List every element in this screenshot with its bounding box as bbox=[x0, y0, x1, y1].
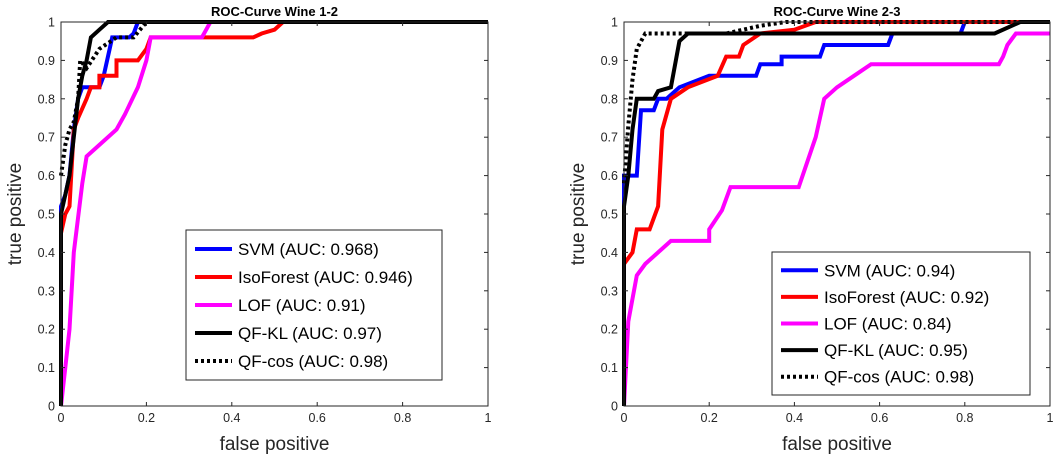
x-tick-label: 0.6 bbox=[309, 411, 326, 425]
series-line-lof bbox=[59, 20, 488, 407]
series-group bbox=[622, 20, 1050, 407]
y-tick-label: 1 bbox=[48, 16, 55, 30]
x-tick-label: 1 bbox=[485, 411, 492, 425]
legend-entry: QF-cos (AUC: 0.98) bbox=[824, 368, 974, 387]
y-axis-label: true positive bbox=[5, 163, 26, 265]
y-tick-label: 0.4 bbox=[601, 246, 618, 260]
y-tick-label: 0.9 bbox=[601, 54, 618, 68]
legend-entry: QF-KL (AUC: 0.97) bbox=[238, 324, 382, 343]
legend-entry: LOF (AUC: 0.91) bbox=[238, 296, 366, 315]
y-tick-label: 0.9 bbox=[38, 54, 55, 68]
x-tick-label: 0.2 bbox=[701, 411, 718, 425]
y-tick-label: 0 bbox=[611, 400, 618, 414]
legend: SVM (AUC: 0.94) IsoForest (AUC: 0.92) LOF … bbox=[771, 251, 1031, 396]
y-tick-label: 0.8 bbox=[601, 92, 618, 106]
x-tick-label: 0.8 bbox=[394, 411, 411, 425]
series-line-lof bbox=[622, 31, 1050, 407]
y-axis-label: true positive bbox=[568, 163, 589, 265]
y-tick-label: 0.2 bbox=[38, 323, 55, 337]
chart-title: ROC-Curve Wine 1-2 bbox=[211, 4, 338, 19]
chart-title: ROC-Curve Wine 2-3 bbox=[773, 4, 900, 19]
legend-entry: LOF (AUC: 0.84) bbox=[824, 315, 952, 334]
legend-entry: SVM (AUC: 0.968) bbox=[238, 240, 379, 259]
y-tick-label: 0.4 bbox=[38, 246, 55, 260]
x-tick-label: 1 bbox=[1047, 411, 1054, 425]
x-tick-label: 0 bbox=[621, 411, 628, 425]
legend-entry: IsoForest (AUC: 0.946) bbox=[238, 268, 413, 287]
panel-wine-1-2: 0 0.2 0.4 0.6 0.8 1 0 0.1 0.2 0.3 0.4 0.5 0.6 0.7 0.8 0… bbox=[5, 4, 492, 455]
series-line-isoforest bbox=[59, 20, 488, 406]
x-tick-label: 0.8 bbox=[956, 411, 973, 425]
y-tick-label: 0.5 bbox=[601, 208, 618, 222]
y-tick-label: 0.1 bbox=[601, 361, 618, 375]
x-tick-label: 0.6 bbox=[871, 411, 888, 425]
series-line-qf-cos bbox=[59, 20, 488, 176]
y-tick-label: 0.7 bbox=[38, 131, 55, 145]
series-line-qf-cos bbox=[622, 20, 1050, 184]
y-tick-label: 0.8 bbox=[38, 92, 55, 106]
legend: SVM (AUC: 0.968) IsoForest (AUC: 0.946) LO… bbox=[185, 229, 443, 381]
series-group bbox=[59, 20, 488, 407]
y-tick-label: 0 bbox=[48, 400, 55, 414]
legend-entry: SVM (AUC: 0.94) bbox=[824, 261, 955, 280]
x-axis-label: false positive bbox=[220, 434, 330, 455]
x-axis-label: false positive bbox=[782, 434, 892, 455]
y-tick-label: 0.5 bbox=[38, 208, 55, 222]
x-tick-label: 0 bbox=[58, 411, 65, 425]
series-line-qf-kl bbox=[622, 20, 1050, 406]
y-tick-label: 0.7 bbox=[601, 131, 618, 145]
y-tick-label: 0.2 bbox=[601, 323, 618, 337]
panel-wine-2-3: 0 0.2 0.4 0.6 0.8 1 0 0.1 0.2 0.3 0.4 0.5 0.6 0.7 0.8 0… bbox=[568, 4, 1054, 455]
y-tick-label: 0.3 bbox=[38, 284, 55, 298]
y-tick-label: 1 bbox=[611, 16, 618, 30]
x-tick-label: 0.4 bbox=[223, 411, 240, 425]
y-tick-label: 0.6 bbox=[601, 169, 618, 183]
y-tick-label: 0.1 bbox=[38, 361, 55, 375]
legend-entry: IsoForest (AUC: 0.92) bbox=[824, 288, 989, 307]
legend-entry: QF-KL (AUC: 0.95) bbox=[824, 341, 968, 360]
y-tick-label: 0.6 bbox=[38, 169, 55, 183]
legend-entry: QF-cos (AUC: 0.98) bbox=[238, 352, 388, 371]
x-tick-label: 0.4 bbox=[786, 411, 803, 425]
y-tick-label: 0.3 bbox=[601, 284, 618, 298]
x-tick-label: 0.2 bbox=[138, 411, 155, 425]
